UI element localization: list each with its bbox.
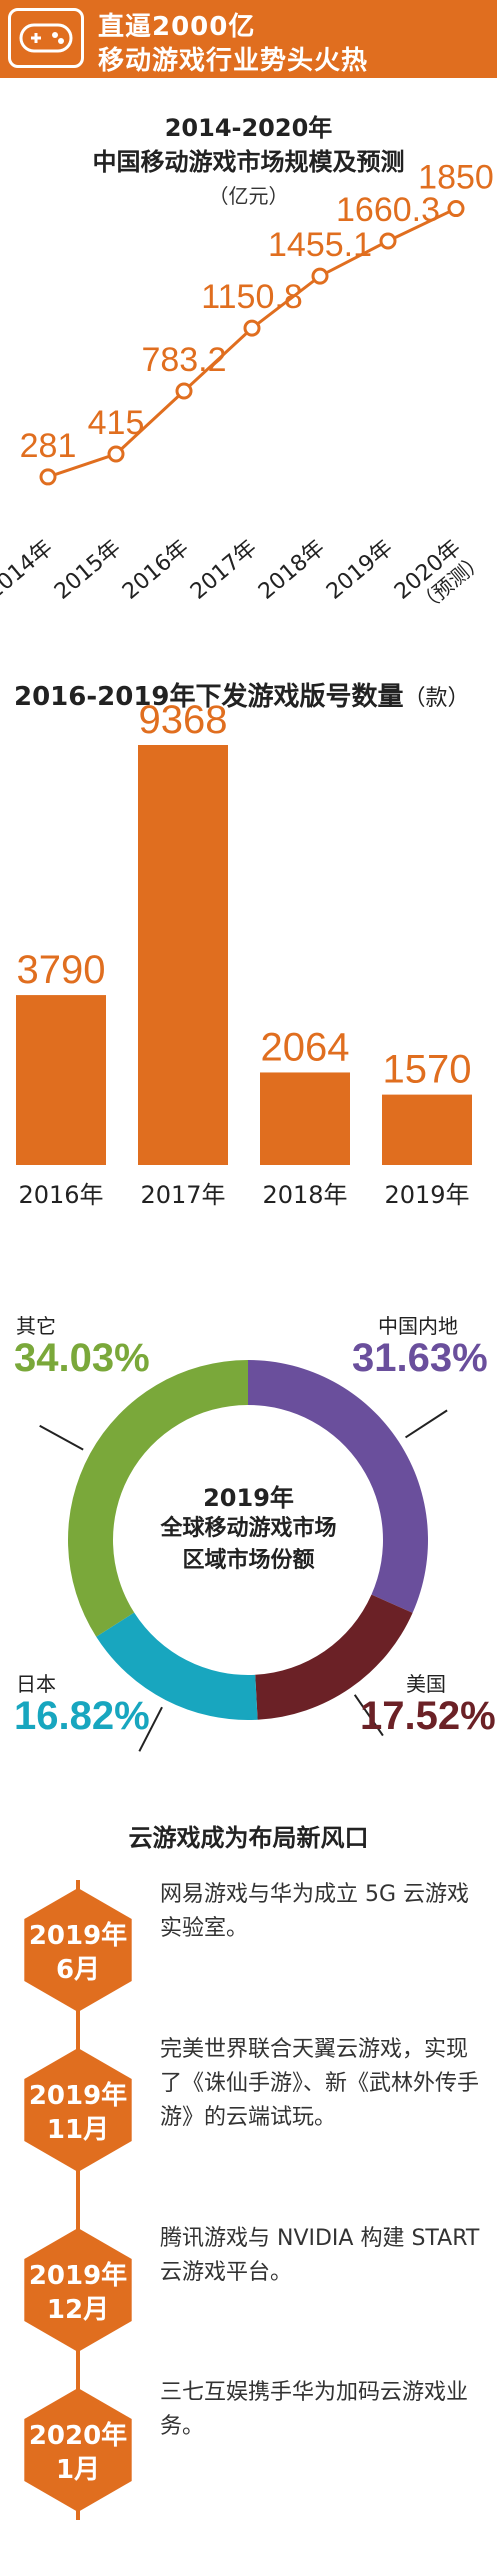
banner-title-line1: 直逼2000亿 <box>98 12 256 42</box>
data-label: 1850 <box>418 159 494 197</box>
license-chart-title-main: 2016-2019年下发游戏版号数量 <box>14 682 404 712</box>
bar <box>138 745 228 1165</box>
x-tick-label: 2015年 <box>50 535 126 604</box>
timeline-year: 2019年 <box>29 2080 127 2111</box>
market-chart-unit: （亿元） <box>208 184 289 208</box>
x-tick-label: 2016年 <box>118 535 194 604</box>
data-point <box>107 445 125 463</box>
region-share-donut <box>39 1360 448 1752</box>
timeline-year: 2019年 <box>29 2260 127 2291</box>
timeline-hexagon: 2019年 6月 <box>24 1888 132 2012</box>
data-point <box>175 382 193 400</box>
market-line-chart: 281 2014年 415 2015年 783.2 2016年 1150.8 2017年 145… <box>0 159 494 618</box>
hexagon-shape <box>24 2228 132 2352</box>
share-value-japan: 16.82% <box>14 1694 150 1738</box>
bar-value-label: 3790 <box>17 948 106 992</box>
license-chart-title: 2016-2019年下发游戏版号数量（款） <box>14 676 494 713</box>
hexagon-shape <box>24 1888 132 2012</box>
donut-center-line2: 全球移动游戏市场 <box>160 1516 337 1541</box>
x-tick-label: 2019年 <box>384 1181 469 1209</box>
leader-line <box>39 1424 84 1451</box>
data-point <box>311 267 329 285</box>
header-banner: 直逼2000亿 移动游戏行业势头火热 <box>0 0 497 78</box>
timeline-hexagon: 2019年 12月 <box>24 2228 132 2352</box>
data-label: 1150.8 <box>201 278 302 316</box>
timeline-month: 11月 <box>47 2115 109 2145</box>
share-label-other: 其它 <box>16 1314 56 1338</box>
timeline-year: 2020年 <box>29 2420 127 2451</box>
x-tick-label: 2016年 <box>18 1181 103 1209</box>
bar <box>382 1094 472 1165</box>
market-chart-title-line2: 中国移动游戏市场规模及预测 <box>92 148 405 176</box>
share-value-us: 17.52% <box>360 1694 496 1738</box>
gamepad-icon <box>8 8 84 68</box>
share-value-china: 31.63% <box>352 1336 488 1380</box>
bar-value-label: 2064 <box>261 1025 350 1069</box>
donut-slice <box>68 1360 249 1637</box>
timeline-year: 2019年 <box>29 1920 127 1951</box>
x-tick-label: 2017年 <box>186 535 262 604</box>
hexagon-shape <box>24 2388 132 2512</box>
timeline-month: 6月 <box>56 1955 100 1985</box>
leader-line <box>353 1694 384 1737</box>
donut-slice <box>248 1360 428 1613</box>
timeline-item-text: 网易游戏与华为成立 5G 云游戏实验室。 <box>160 1882 470 1941</box>
bar <box>260 1072 350 1165</box>
donut-slice <box>96 1612 258 1720</box>
cloud-gaming-timeline: 2019年 6月 2019年 11月 2019年 12月 2020年 1月 <box>24 1880 132 2520</box>
x-tick-label: 2017年 <box>140 1181 225 1209</box>
bar <box>16 995 106 1165</box>
share-label-us: 美国 <box>406 1672 446 1696</box>
data-label: 1660.3 <box>336 191 440 229</box>
data-label: 415 <box>88 404 145 442</box>
timeline-month: 12月 <box>47 2295 109 2325</box>
hexagon-shape <box>24 2048 132 2172</box>
license-bar-chart: 3790 2016年 9368 2017年 2064 2018年 1570 2019年 <box>16 698 472 1209</box>
x-tick-label: 2014年 <box>0 535 58 604</box>
leader-line <box>405 1409 448 1439</box>
timeline-month: 1月 <box>56 2455 100 2485</box>
timeline-hexagon: 2019年 11月 <box>24 2048 132 2172</box>
donut-center-line1: 2019年 <box>203 1484 294 1512</box>
data-point <box>39 468 57 486</box>
x-tick-label: 2018年 <box>262 1181 347 1209</box>
data-label: 783.2 <box>141 341 226 379</box>
timeline-item-text: 完美世界联合天翼云游戏，实现了《诛仙手游》、新《武林外传手游》的云端试玩。 <box>160 2037 480 2130</box>
donut-center-line3: 区域市场份额 <box>182 1548 315 1573</box>
x-tick-label: 2019年 <box>322 535 398 604</box>
data-label: 1455.1 <box>268 226 372 264</box>
bar-value-label: 1570 <box>383 1048 472 1092</box>
market-chart-title-line1: 2014-2020年 <box>164 114 333 142</box>
timeline-item-text: 三七互娱携手华为加码云游戏业务。 <box>160 2380 469 2439</box>
timeline-title: 云游戏成为布局新风口 <box>128 1824 369 1852</box>
bar-value-label: 9368 <box>139 698 228 742</box>
license-chart-title-unit: （款） <box>403 686 470 711</box>
donut-slice <box>255 1594 413 1720</box>
data-label: 281 <box>20 427 77 465</box>
data-point <box>379 232 397 250</box>
x-tick-label: 2018年 <box>254 535 330 604</box>
share-label-japan: 日本 <box>16 1672 56 1696</box>
share-value-other: 34.03% <box>14 1336 150 1380</box>
banner-title-line2: 移动游戏行业势头火热 <box>98 46 369 76</box>
timeline-hexagon: 2020年 1月 <box>24 2388 132 2512</box>
share-label-china: 中国内地 <box>378 1314 458 1338</box>
leader-line <box>138 1706 163 1752</box>
data-point <box>243 319 261 337</box>
timeline-item-text: 腾讯游戏与 NVIDIA 构建 START 云游戏平台。 <box>160 2226 480 2285</box>
data-point <box>447 200 465 218</box>
